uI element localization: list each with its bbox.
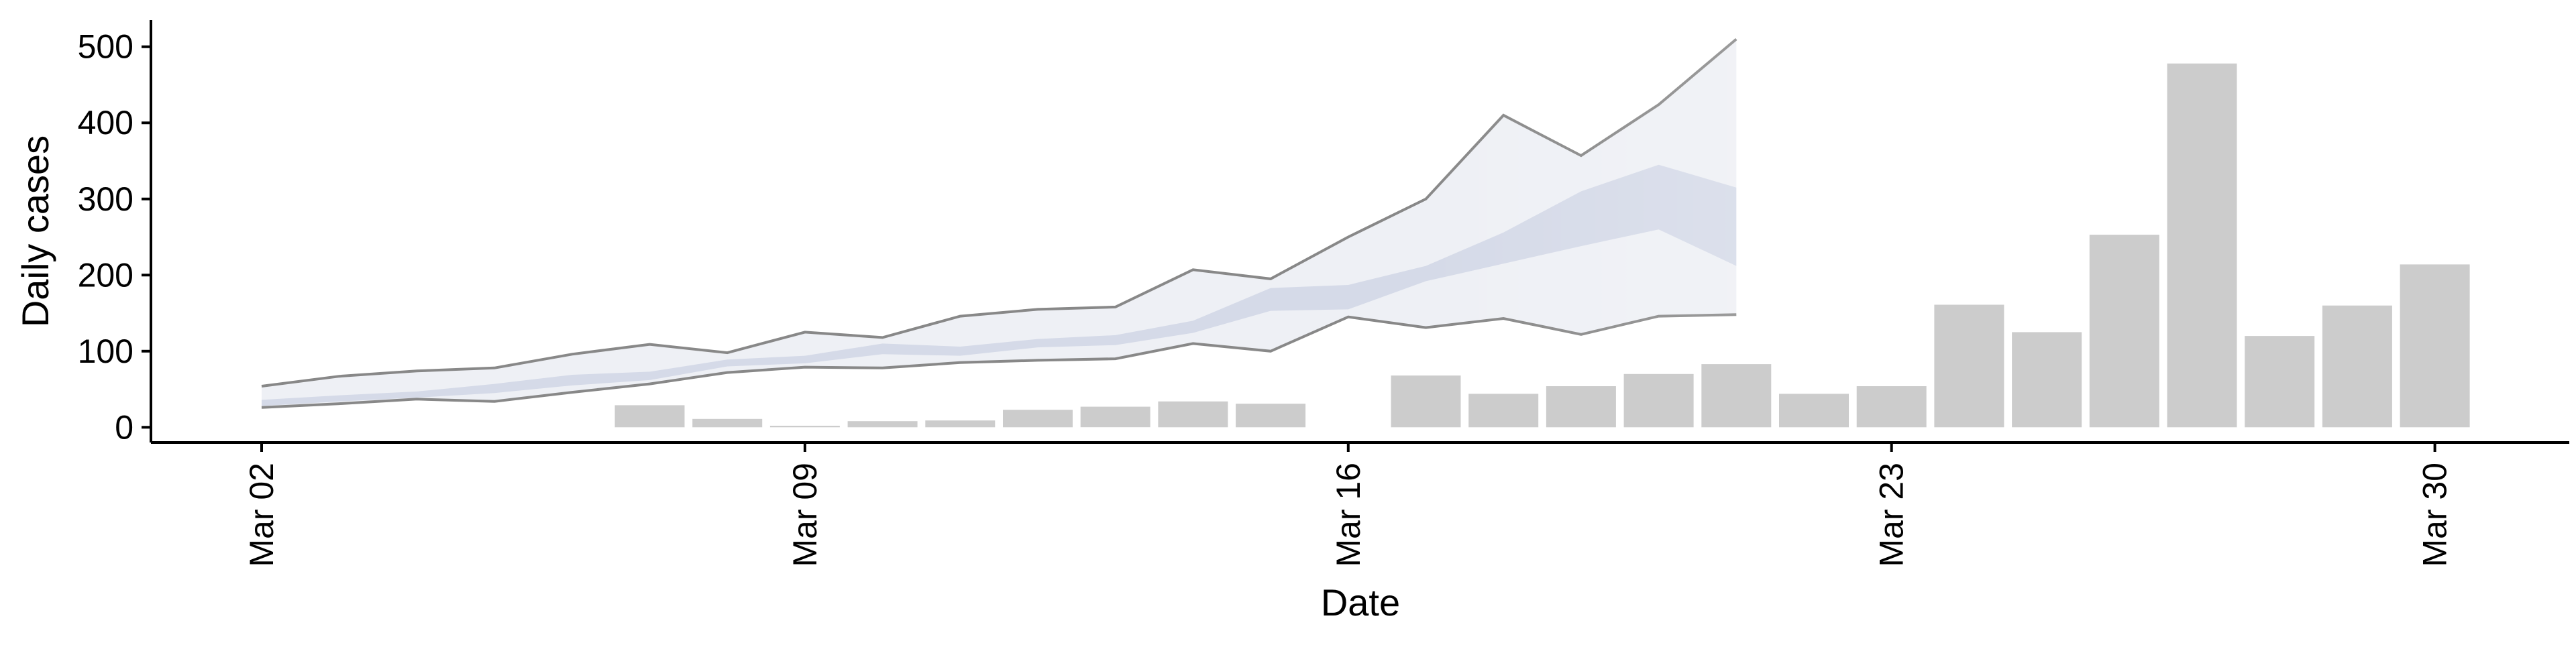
bar [847, 421, 918, 428]
inner-band-area [262, 164, 1737, 406]
bar [1701, 364, 1772, 428]
bar [1779, 394, 1849, 428]
bars-layer [614, 63, 2470, 428]
bar [1934, 304, 2004, 428]
y-tick-label: 400 [78, 104, 133, 141]
bar [1158, 401, 1228, 428]
bar [2167, 63, 2237, 428]
x-tick-label: Mar 09 [786, 463, 824, 567]
bar [614, 405, 685, 428]
x-tick-label: Mar 02 [243, 463, 280, 567]
bar [1468, 394, 1539, 428]
bar [1003, 410, 1073, 428]
bar [1856, 386, 1927, 428]
bar [2245, 336, 2315, 428]
x-axis-title: Date [1321, 581, 1400, 624]
bar [925, 420, 996, 428]
bar [2400, 264, 2470, 428]
y-axis-title: Daily cases [14, 135, 56, 327]
outer-band-lower-line [261, 313, 1737, 409]
bar [1391, 375, 1461, 428]
axes [150, 20, 2569, 444]
bar [2322, 305, 2392, 428]
bar [1546, 386, 1616, 428]
y-tick-label: 500 [78, 28, 133, 66]
uncertainty-bands [261, 38, 1737, 409]
bands-group [261, 38, 1737, 409]
bar [1080, 406, 1150, 428]
outer-band-upper-line [261, 38, 1737, 388]
y-tick-label: 200 [78, 256, 133, 294]
x-tick-label: Mar 23 [1873, 463, 1911, 567]
bar [1236, 404, 1306, 428]
y-tick-label: 300 [78, 180, 133, 218]
bar [2089, 235, 2159, 428]
y-tick-label: 100 [78, 333, 133, 370]
x-ticks: Mar 02 Mar 09 Mar 16 Mar 23 Mar 30 [243, 443, 2454, 567]
bar [692, 418, 763, 428]
x-tick-label: Mar 30 [2416, 463, 2454, 567]
y-ticks: 0 100 200 300 400 500 [78, 28, 151, 446]
x-tick-label: Mar 16 [1330, 463, 1367, 567]
bar [2012, 332, 2082, 428]
bar [1623, 373, 1694, 428]
bar [769, 426, 840, 428]
y-tick-label: 0 [115, 408, 133, 446]
outer-band-area [262, 39, 1737, 408]
